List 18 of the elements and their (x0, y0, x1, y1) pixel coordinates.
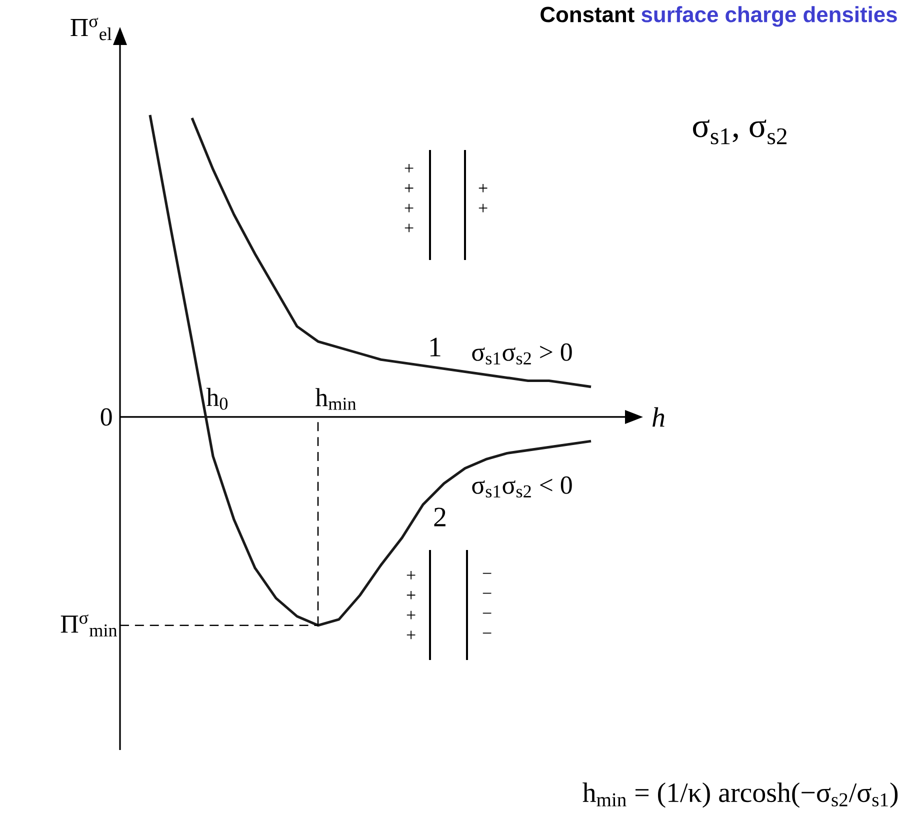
series-label: 2 (434, 508, 446, 526)
annotation: + + + + (406, 571, 416, 640)
text: σ$_{s1}$, σ$_{s2}$ (692, 120, 786, 144)
ref-line-label: Π$^{σ}$min (60, 614, 118, 636)
series-label: 1 (430, 338, 440, 356)
annotation: h$_{0}$ (206, 388, 228, 410)
chart-title: Constant (540, 6, 634, 22)
annotation: + + + + (404, 164, 414, 232)
annotation: + + (478, 184, 488, 212)
text: h$_{min}$ = (1/κ) arcosh(−σ$_{s2}$/σ$_{s1}$) (582, 782, 898, 808)
text: 0 (100, 408, 112, 426)
annotation: − − − − (482, 572, 492, 634)
y-axis-title: Π$^{σ}$el (70, 18, 112, 40)
x-axis-title: h (652, 407, 664, 427)
annotation: σ$_{s1}$σ$_{s2}$ > 0 (472, 343, 572, 365)
annotation: σ$_{s1}$σ$_{s2}$ < 0 (472, 476, 572, 498)
annotation: h$_{min}$ (315, 388, 356, 410)
text: surface charge densities (642, 6, 897, 27)
